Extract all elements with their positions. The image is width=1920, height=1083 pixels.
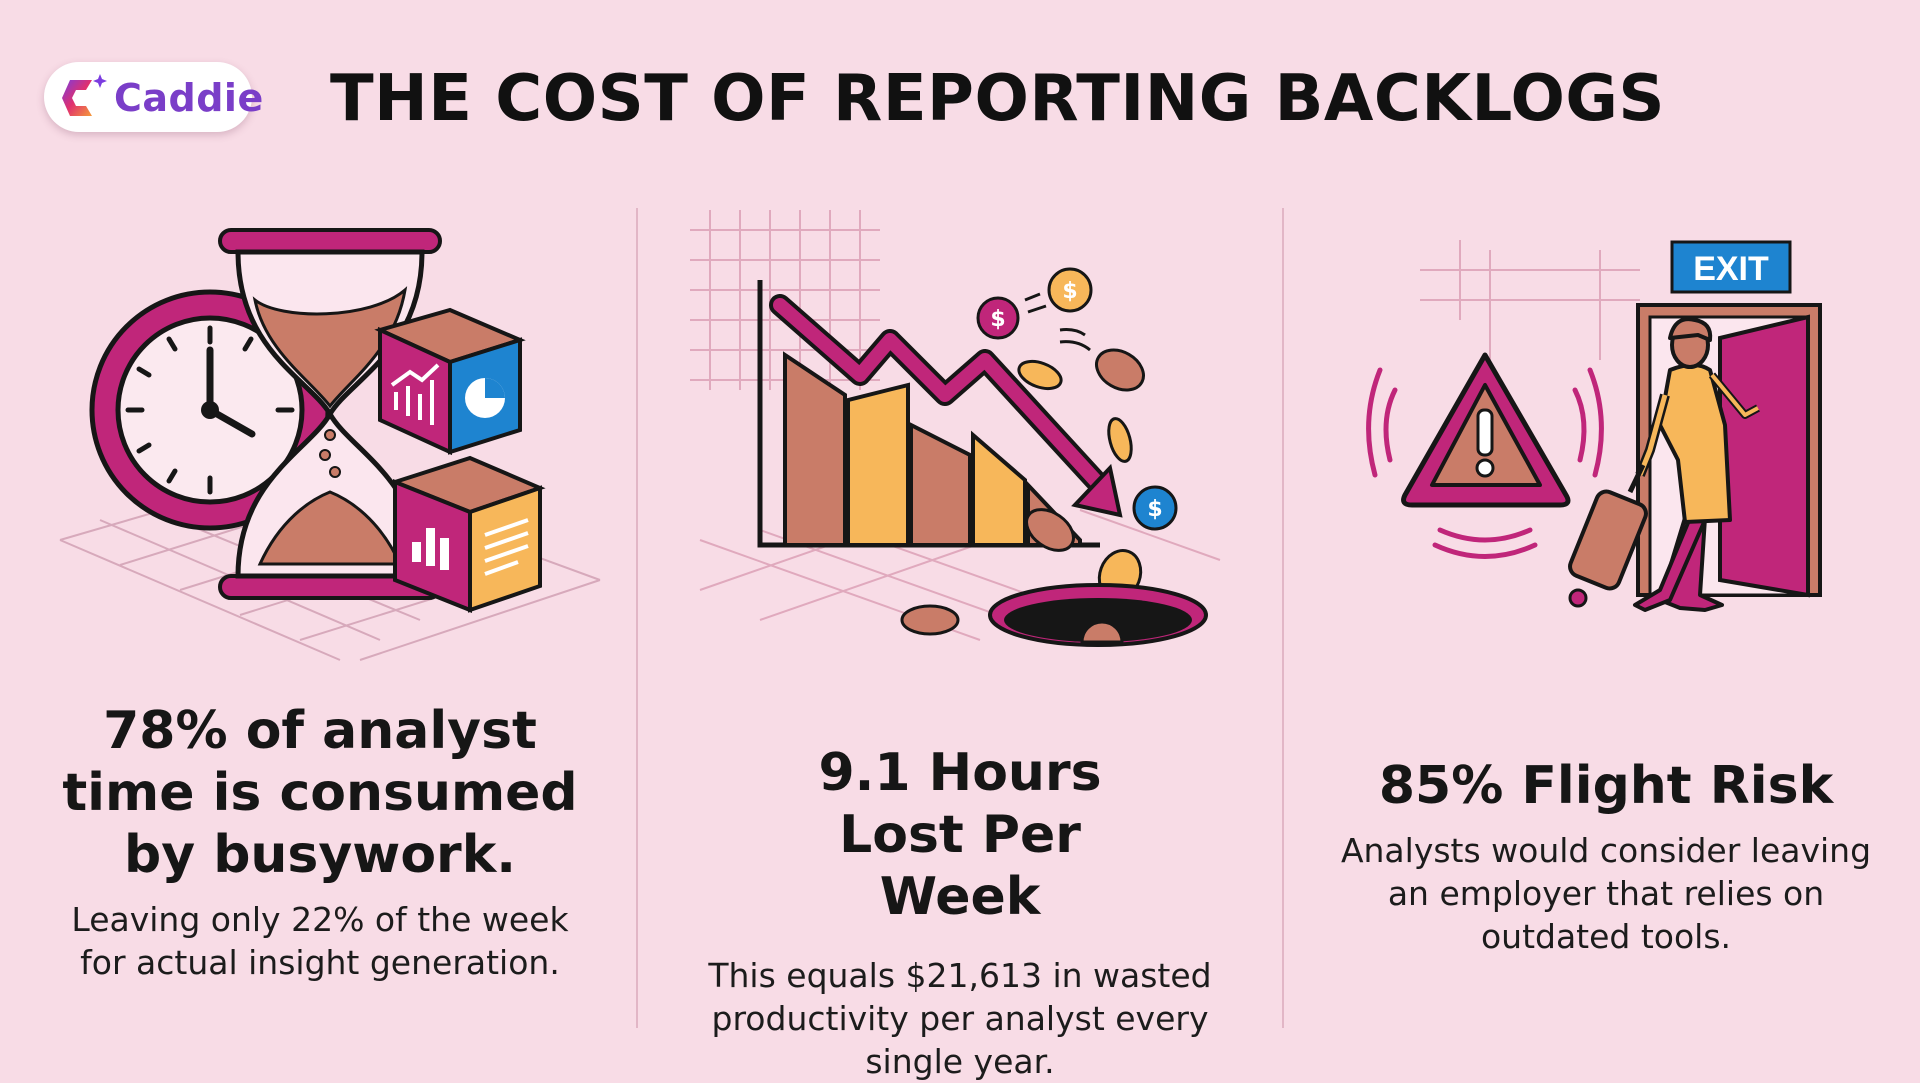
coin-icon — [1107, 417, 1133, 463]
motion-lines — [1024, 292, 1047, 314]
stat-card-analyst-time: 78% of analyst time is consumed by busyw… — [10, 700, 630, 984]
lost-hours-chart-illustration: $ $ $ — [690, 210, 1221, 647]
report-cube-icon — [389, 455, 546, 613]
page-title: THE COST OF REPORTING BACKLOGS — [330, 62, 1665, 136]
caddie-logo[interactable]: Caddie — [44, 62, 263, 132]
warning-triangle-icon — [1401, 352, 1571, 508]
column-divider — [1282, 208, 1284, 1028]
stat-headline: 9.1 Hours Lost Per Week — [818, 743, 1102, 927]
coin-dollar-label: $ — [990, 307, 1005, 332]
stat-detail: Analysts would consider leaving an emplo… — [1340, 831, 1872, 956]
exit-sign: EXIT — [1670, 240, 1792, 294]
motion-lines — [1059, 328, 1091, 352]
coin-icon: $ — [1132, 485, 1178, 531]
stat-detail: This equals $21,613 in wasted productivi… — [708, 956, 1212, 1081]
person-leaving-icon — [1633, 317, 1760, 612]
coin-icon — [1025, 508, 1075, 552]
background-grid — [690, 210, 1221, 641]
coin-icon: $ — [1047, 267, 1093, 313]
coin-dollar-label: $ — [1062, 279, 1077, 304]
chart-cube-icon — [374, 307, 526, 456]
alert-waves — [1366, 367, 1604, 559]
coin-icon — [1017, 359, 1063, 391]
stat-detail: Leaving only 22% of the week for actual … — [71, 900, 569, 982]
coin-icon — [900, 604, 960, 636]
hourglass-icon — [218, 228, 442, 600]
suitcase-icon — [1568, 463, 1648, 608]
stat-card-hours-lost: 9.1 Hours Lost Per Week This equals $21,… — [650, 742, 1270, 1083]
background-grid — [1420, 240, 1640, 360]
coin-icon: $ — [976, 296, 1020, 340]
down-trend-arrow-icon — [769, 294, 1123, 518]
exit-sign-label: EXIT — [1693, 250, 1769, 288]
caddie-logo-icon — [62, 74, 107, 116]
stat-headline: 85% Flight Risk — [1378, 756, 1834, 816]
coin-dollar-label: $ — [1147, 497, 1162, 522]
exit-door-icon — [1636, 303, 1822, 598]
stat-headline: 78% of analyst time is consumed by busyw… — [62, 701, 578, 885]
flight-risk-illustration: EXIT — [1366, 240, 1822, 612]
column-divider — [636, 208, 638, 1028]
coin-icon — [1095, 348, 1145, 392]
brand-name: Caddie — [114, 76, 264, 120]
time-busywork-illustration — [59, 228, 601, 661]
stat-card-flight-risk: 85% Flight Risk Analysts would consider … — [1296, 755, 1916, 958]
hole-icon — [988, 583, 1208, 647]
